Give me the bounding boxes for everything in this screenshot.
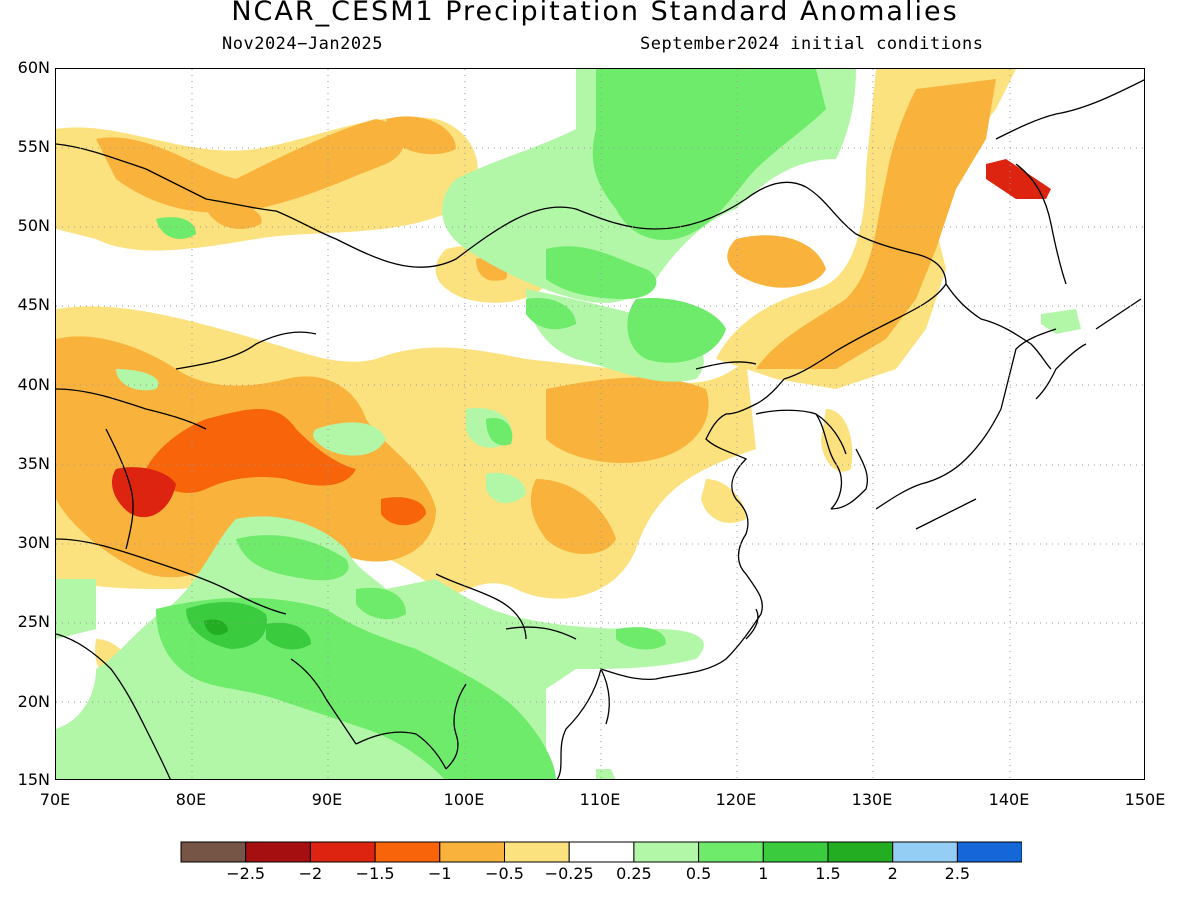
map-area: [55, 68, 1145, 780]
lat-label-15n: 15N: [17, 770, 50, 789]
colorbar: [180, 841, 1022, 863]
coastline-boundaries: [56, 79, 1144, 779]
colorbar-tick-label: 0.5: [685, 864, 712, 883]
lon-label-110e: 110E: [579, 790, 621, 809]
colorbar-tick-label: −1.5: [355, 864, 395, 883]
map-title: NCAR_CESM1 Precipitation Standard Anomal…: [231, 0, 959, 27]
lon-label-90e: 90E: [311, 790, 343, 809]
colorbar-swatch: [633, 841, 700, 863]
lat-label-35n: 35N: [17, 454, 50, 473]
colorbar-tick-label: 1.5: [815, 864, 841, 883]
anomaly-dark-orange-areas: [146, 409, 426, 526]
colorbar-swatch: [309, 841, 376, 863]
colorbar-tick-label: −2: [298, 864, 323, 883]
colorbar-swatch: [245, 841, 311, 863]
initial-conditions: September2024 initial conditions: [640, 34, 984, 54]
lon-label-130e: 130E: [851, 790, 893, 809]
lat-label-55n: 55N: [17, 137, 50, 156]
colorbar-swatch: [827, 841, 894, 863]
lon-label-100e: 100E: [443, 790, 485, 809]
lat-label-30n: 30N: [17, 533, 50, 552]
colorbar-tick-label: −1: [428, 864, 452, 883]
lon-label-120e: 120E: [715, 790, 757, 809]
lat-label-50n: 50N: [17, 216, 50, 235]
lon-label-140e: 140E: [988, 790, 1030, 809]
lon-label-80e: 80E: [175, 790, 207, 809]
lon-label-150e: 150E: [1124, 790, 1166, 809]
colorbar-swatch: [762, 841, 829, 863]
lat-label-45n: 45N: [17, 295, 50, 314]
forecast-period: Nov2024−Jan2025: [222, 34, 384, 54]
colorbar-swatch: [892, 841, 958, 863]
colorbar-swatch: [698, 841, 764, 863]
lat-label-40n: 40N: [17, 375, 50, 394]
anomaly-map: [56, 69, 1144, 779]
colorbar-tick-label: 0.25: [616, 864, 652, 883]
colorbar-tick-label: −0.5: [485, 864, 524, 883]
colorbar-tick-label: 1: [758, 864, 769, 883]
colorbar-swatch: [439, 841, 505, 863]
lon-label-70e: 70E: [39, 790, 71, 809]
colorbar-tick-label: 2: [887, 864, 898, 883]
colorbar-tick-label: −2.5: [226, 864, 266, 883]
colorbar-swatch: [956, 841, 1022, 863]
lat-label-60n: 60N: [17, 58, 50, 77]
colorbar-swatch: [374, 841, 441, 863]
colorbar-tick-label: 2.5: [944, 864, 971, 883]
colorbar-swatch: [504, 841, 570, 863]
colorbar-swatch: [180, 841, 247, 863]
colorbar-tick-label: −0.25: [544, 864, 594, 883]
lat-label-20n: 20N: [17, 692, 50, 711]
colorbar-swatch: [568, 841, 635, 863]
lat-label-25n: 25N: [17, 612, 50, 631]
anomaly-dark-green-areas: [204, 619, 228, 636]
